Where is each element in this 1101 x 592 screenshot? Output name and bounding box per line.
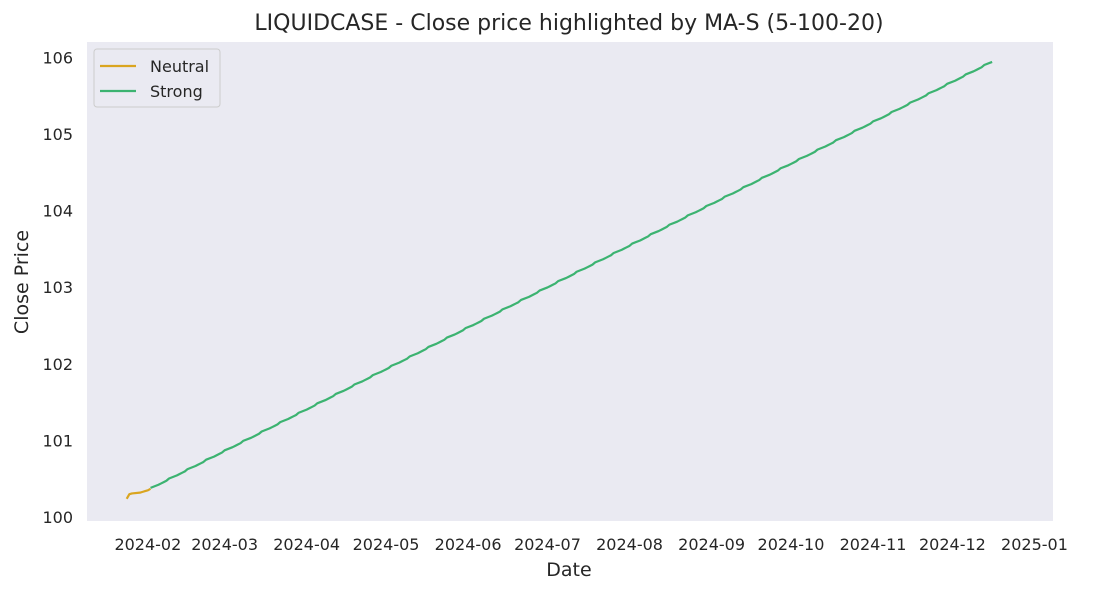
y-tick-label: 106 <box>42 48 73 67</box>
legend: Neutral Strong <box>93 48 221 108</box>
y-tick-label: 101 <box>42 432 73 451</box>
x-tick-label: 2024-09 <box>678 535 745 554</box>
x-axis-label: Date <box>546 559 591 581</box>
legend-box <box>93 48 221 108</box>
y-tick-label: 102 <box>42 355 73 374</box>
y-axis-ticks: 100 101 102 103 104 105 106 <box>42 48 73 527</box>
x-tick-label: 2024-07 <box>514 535 581 554</box>
y-tick-label: 103 <box>42 278 73 297</box>
y-tick-label: 100 <box>42 508 73 527</box>
x-tick-label: 2024-04 <box>273 535 340 554</box>
plot-background <box>87 42 1053 521</box>
chart-title: LIQUIDCASE - Close price highlighted by … <box>254 11 883 36</box>
legend-label-strong: Strong <box>150 82 203 101</box>
series-line-strong <box>150 60 993 489</box>
legend-label-neutral: Neutral <box>150 57 209 76</box>
y-tick-label: 105 <box>42 125 73 144</box>
x-tick-label: 2024-05 <box>353 535 420 554</box>
x-tick-label: 2024-08 <box>596 535 663 554</box>
x-tick-label: 2024-03 <box>191 535 258 554</box>
x-tick-label: 2024-02 <box>114 535 181 554</box>
y-axis-label: Close Price <box>11 230 33 334</box>
x-tick-label: 2025-01 <box>1001 535 1068 554</box>
x-tick-label: 2024-12 <box>919 535 986 554</box>
x-tick-label: 2024-11 <box>840 535 907 554</box>
y-tick-label: 104 <box>42 202 73 221</box>
series-line-neutral <box>125 487 152 500</box>
series-layer <box>125 60 993 500</box>
x-axis-ticks: 2024-02 2024-03 2024-04 2024-05 2024-06 2024-… <box>114 535 1067 554</box>
x-tick-label: 2024-06 <box>435 535 502 554</box>
x-tick-label: 2024-10 <box>758 535 825 554</box>
